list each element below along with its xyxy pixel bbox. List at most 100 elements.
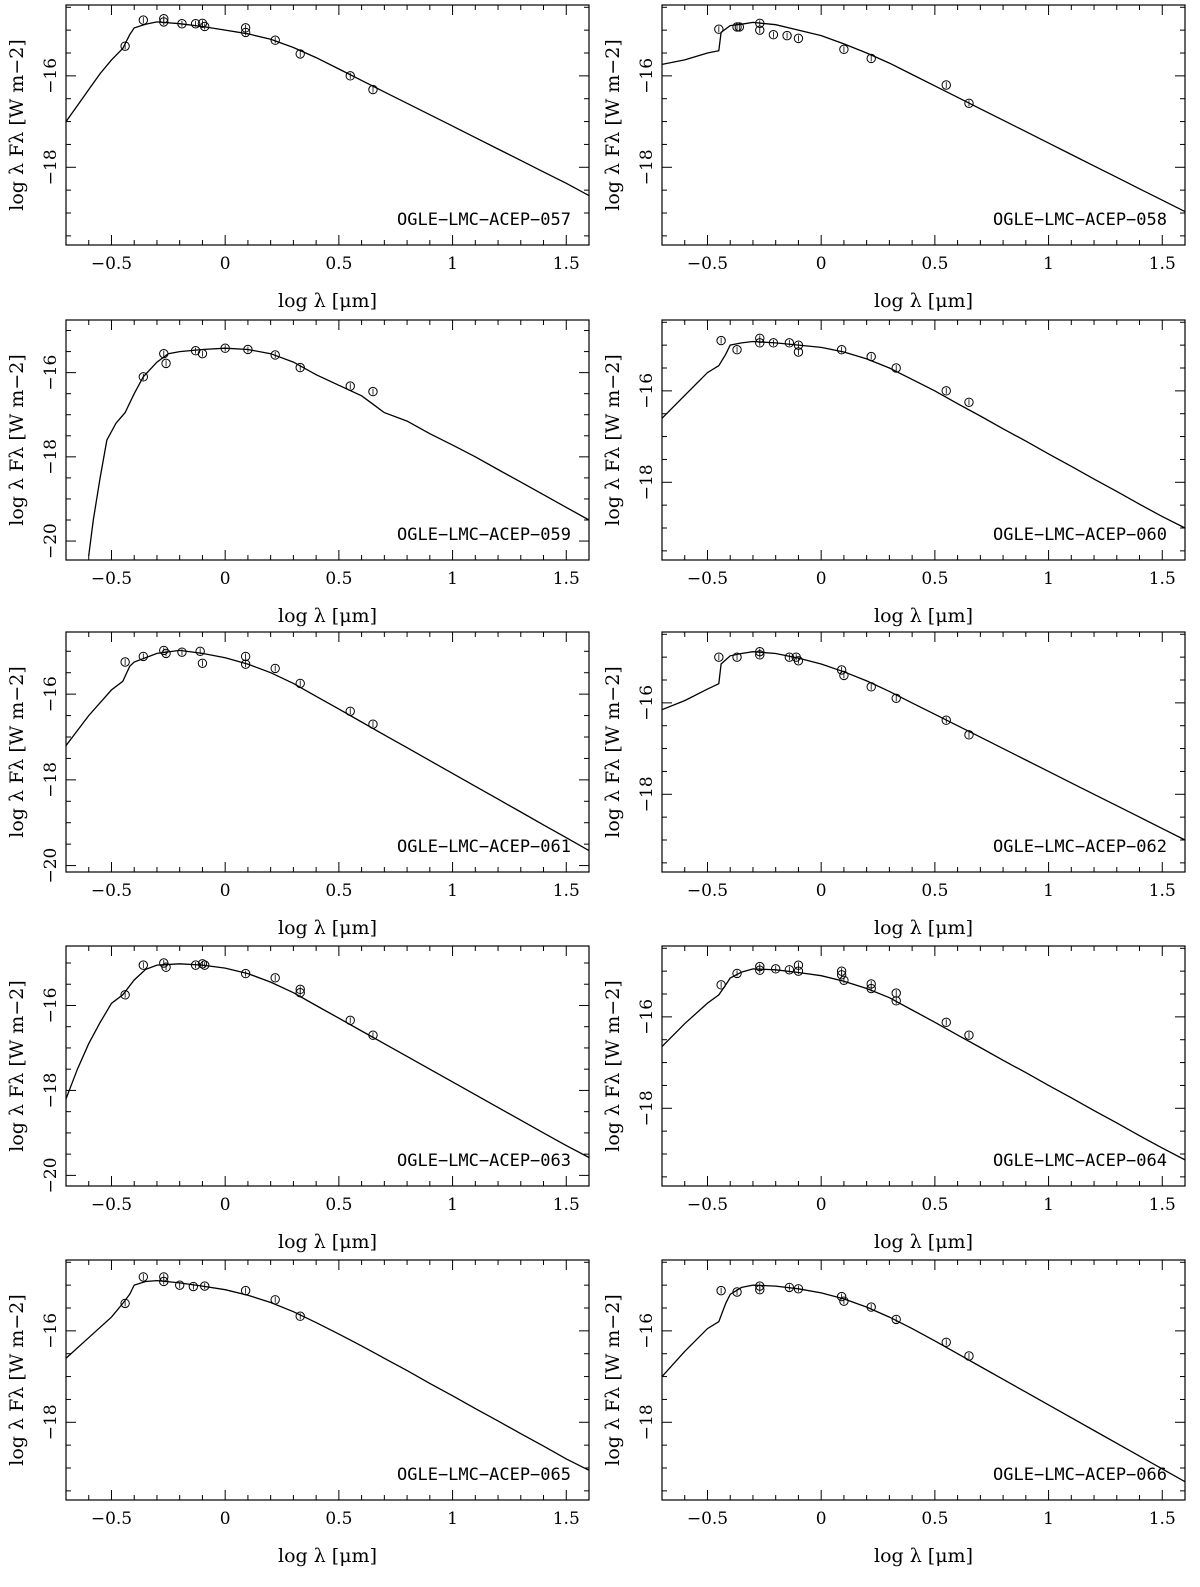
x-tick-label: 0.5 <box>325 1195 352 1215</box>
x-tick-label: 1.5 <box>1149 1509 1176 1529</box>
photometry-point <box>345 706 355 716</box>
photometry-point <box>174 1280 185 1290</box>
photometry-point <box>161 358 171 369</box>
x-tick-label: 0 <box>220 569 231 589</box>
photometry-point <box>732 345 742 355</box>
sed-panel-2: −0.5 0 0.5 1 1.5 −16 −18 log λ [μm] log λ Fλ [W … <box>602 4 1186 312</box>
plot-frame <box>661 945 1186 1187</box>
photometry-point <box>784 338 795 348</box>
photometry-point <box>120 1298 130 1309</box>
photometry-point <box>120 41 130 51</box>
photometry-point <box>161 648 171 659</box>
photometry-point <box>177 647 187 657</box>
star-name-label: OGLE−LMC−ACEP−057 <box>397 210 571 230</box>
y-tick-label: −18 <box>637 776 657 812</box>
x-axis-label: log λ [μm] <box>278 1545 377 1567</box>
photometry-point <box>200 1281 210 1291</box>
x-tick-label: 0 <box>220 1509 231 1529</box>
photometry-point <box>345 381 355 391</box>
photometry-point <box>295 1311 305 1321</box>
photometry-point <box>197 18 208 28</box>
y-tick-label: −16 <box>637 999 657 1035</box>
photometry-point <box>716 980 726 990</box>
photometry-point <box>195 646 205 656</box>
x-tick-label: −0.5 <box>91 254 132 274</box>
x-tick-label: 1.5 <box>553 1509 580 1529</box>
photometry-point <box>368 386 378 397</box>
y-tick-label: −18 <box>637 1404 657 1440</box>
x-tick-label: 0.5 <box>325 881 352 901</box>
y-axis-label: log λ Fλ [W m−2] <box>6 666 28 837</box>
photometry-point <box>120 990 130 1000</box>
x-tick-label: 0 <box>816 1509 827 1529</box>
x-tick-label: 0 <box>220 1195 231 1215</box>
y-tick-label: −18 <box>41 762 61 798</box>
photometry-point <box>768 338 779 348</box>
model-sed-line <box>662 1284 1185 1483</box>
x-tick-label: 0 <box>220 881 231 901</box>
x-tick-label: 0.5 <box>921 254 948 274</box>
sed-panel-4: −0.5 0 0.5 1 1.5 −16 −18 log λ [μm] log λ Fλ [W … <box>602 319 1186 627</box>
model-sed-line <box>66 21 589 197</box>
x-tick-label: 0.5 <box>921 1509 948 1529</box>
photometry-point <box>964 98 974 108</box>
sed-panel-6: −0.5 0 0.5 1 1.5 −16 −18 log λ [μm] log λ Fλ [W … <box>602 631 1186 939</box>
y-tick-label: −20 <box>41 523 61 559</box>
photometry-point <box>891 988 901 998</box>
x-tick-label: −0.5 <box>91 881 132 901</box>
photometry-point <box>190 960 201 970</box>
y-axis-label: log λ Fλ [W m−2] <box>602 39 624 210</box>
photometry-point <box>964 1351 974 1361</box>
photometry-point <box>243 344 253 355</box>
plot-frame <box>65 945 590 1187</box>
photometry-point <box>159 348 169 359</box>
photometry-point <box>368 719 378 729</box>
photometry-point <box>138 1272 149 1282</box>
photometry-point <box>295 678 305 689</box>
photometry-point <box>161 962 171 972</box>
x-axis-label: log λ [μm] <box>874 290 973 312</box>
x-tick-label: 1 <box>447 881 458 901</box>
photometry-point <box>839 670 849 681</box>
y-tick-label: −18 <box>41 1072 61 1108</box>
y-tick-label: −18 <box>41 1404 61 1440</box>
photometry-point <box>345 1015 355 1026</box>
y-tick-label: −18 <box>637 1090 657 1126</box>
photometry-point <box>270 350 280 360</box>
x-tick-label: −0.5 <box>687 1195 728 1215</box>
x-tick-label: 0.5 <box>921 569 948 589</box>
photometry-point <box>782 30 792 41</box>
photometry-point <box>941 715 951 725</box>
plot-frame <box>65 631 590 873</box>
x-tick-label: 0 <box>220 254 231 274</box>
x-tick-label: −0.5 <box>687 569 728 589</box>
photometry-point <box>755 1285 765 1295</box>
x-tick-label: 1.5 <box>1149 569 1176 589</box>
x-tick-label: 0.5 <box>921 881 948 901</box>
x-tick-label: 1 <box>447 254 458 274</box>
plot-frame <box>65 4 590 246</box>
x-tick-label: −0.5 <box>687 1509 728 1529</box>
sed-panel-8: −0.5 0 0.5 1 1.5 −16 −18 log λ [μm] log λ Fλ [W … <box>602 945 1186 1253</box>
photometry-point <box>159 17 169 27</box>
photometry-point <box>716 335 726 346</box>
photometry-point <box>732 652 742 662</box>
photometry-point <box>138 651 149 662</box>
x-tick-label: 1.5 <box>553 881 580 901</box>
photometry-point <box>941 80 951 90</box>
photometry-point <box>866 983 876 994</box>
star-name-label: OGLE−LMC−ACEP−058 <box>993 210 1167 230</box>
x-tick-label: 1.5 <box>553 569 580 589</box>
y-axis-label: log λ Fλ [W m−2] <box>602 354 624 525</box>
y-tick-label: −20 <box>41 848 61 884</box>
x-tick-label: 1 <box>1043 569 1054 589</box>
photometry-point <box>964 1030 974 1040</box>
y-tick-label: −18 <box>637 149 657 185</box>
photometry-point <box>755 965 765 975</box>
x-axis-label: log λ [μm] <box>278 917 377 939</box>
x-axis-label: log λ [μm] <box>874 1231 973 1253</box>
photometry-point <box>714 652 724 662</box>
photometry-point <box>891 363 901 373</box>
x-tick-label: 1 <box>1043 881 1054 901</box>
photometry-point <box>793 347 804 357</box>
